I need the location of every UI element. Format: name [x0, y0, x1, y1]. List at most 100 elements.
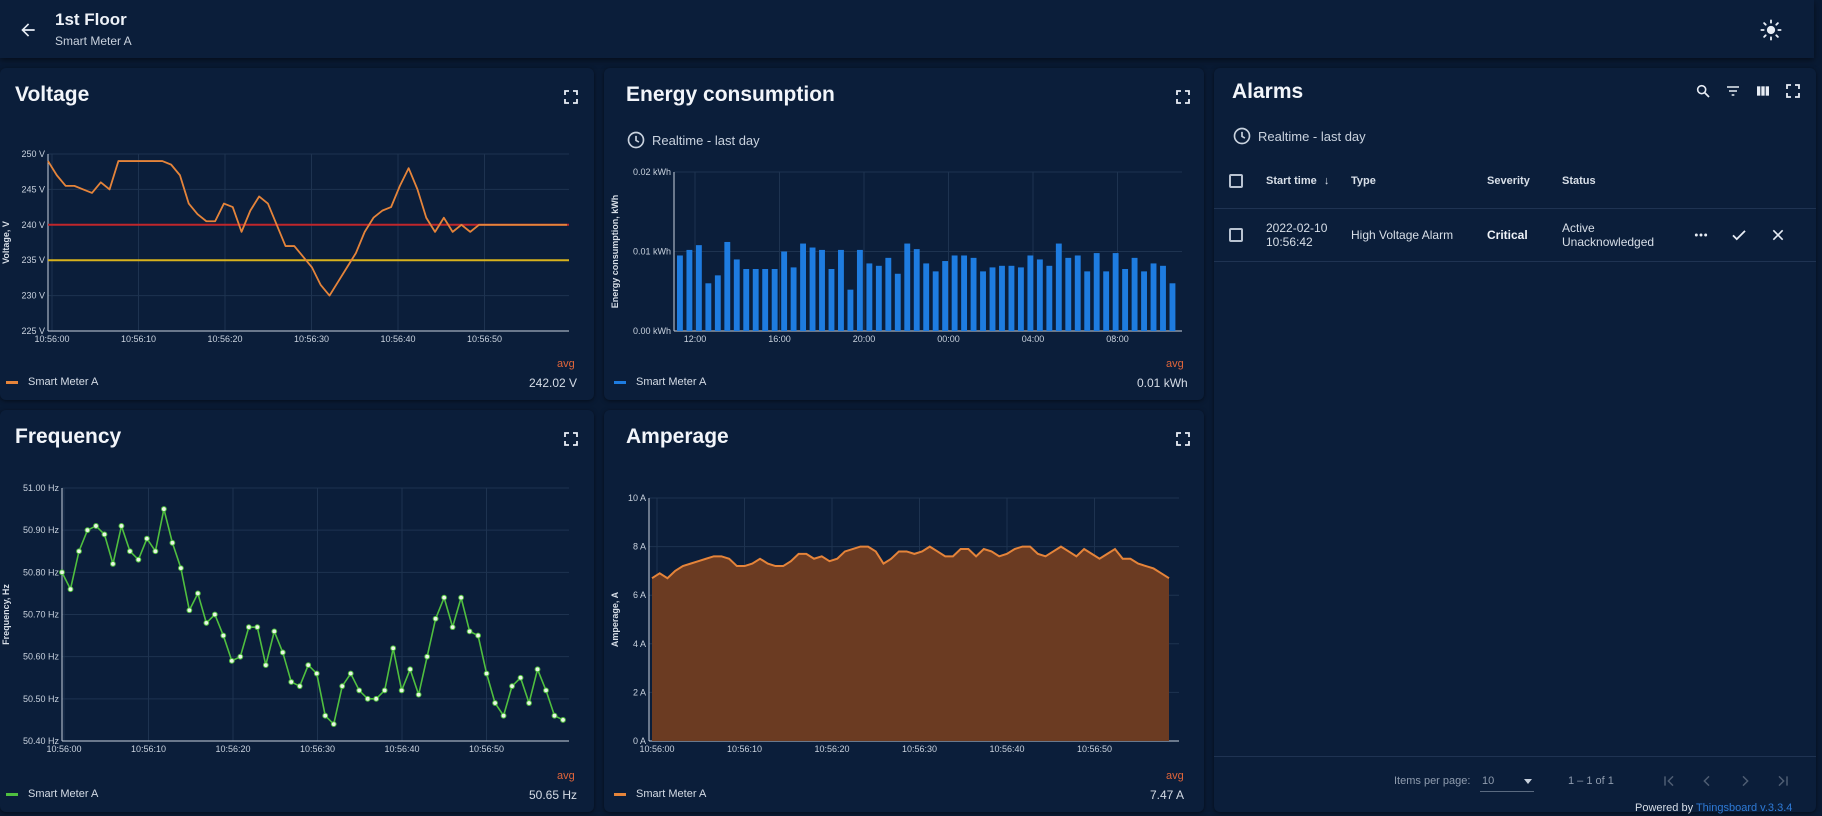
- frequency-data-point: [509, 683, 515, 690]
- y-tick-label: 4 A: [633, 639, 646, 649]
- frequency-data-point: [398, 687, 405, 694]
- energy-bar: [866, 263, 873, 331]
- voltage-card: Voltage 225 V 230 V 235 V 240 V 245 V 250 V 10…: [0, 68, 594, 400]
- voltage-fullscreen-button[interactable]: [560, 86, 582, 108]
- next-page-button[interactable]: [1734, 770, 1756, 792]
- energy-bar: [1103, 271, 1110, 331]
- frequency-legend: Smart Meter A: [6, 788, 98, 800]
- amperage-fullscreen-button[interactable]: [1172, 428, 1194, 450]
- columns-icon: [1757, 86, 1769, 96]
- chevron-left-icon: [1703, 775, 1710, 787]
- last-page-button[interactable]: [1772, 770, 1794, 792]
- frequency-data-point: [441, 594, 448, 601]
- alarms-timewindow[interactable]: Realtime - last day: [1232, 126, 1366, 146]
- energy-bar: [714, 275, 721, 331]
- energy-fullscreen-button[interactable]: [1172, 86, 1194, 108]
- y-tick-label: 50.80 Hz: [23, 567, 60, 577]
- energy-legend-name: Smart Meter A: [636, 376, 707, 388]
- frequency-data-point: [330, 721, 337, 728]
- energy-bar: [1055, 243, 1062, 331]
- energy-bar: [686, 249, 693, 331]
- table-row[interactable]: 2022-02-10 10:56:42 High Voltage Alarm C…: [1214, 209, 1816, 261]
- column-header-status[interactable]: Status: [1562, 175, 1596, 187]
- alarm-clear-button[interactable]: [1767, 224, 1789, 246]
- voltage-legend-name: Smart Meter A: [28, 376, 99, 388]
- paginator-divider: [1214, 756, 1816, 757]
- chevron-right-icon: [1742, 775, 1749, 787]
- y-tick-label: 0.02 kWh: [633, 167, 671, 177]
- y-tick-label: 0.00 kWh: [633, 326, 671, 336]
- top-bar: 1st Floor Smart Meter A: [0, 0, 1814, 58]
- legend-swatch: [6, 380, 18, 384]
- powered-by: Powered by Thingsboard v.3.3.4: [1635, 802, 1792, 814]
- powered-by-link[interactable]: Thingsboard v.3.3.4: [1695, 802, 1793, 814]
- search-icon: [1696, 84, 1710, 98]
- x-tick-label: 10:56:00: [46, 744, 81, 754]
- row-checkbox[interactable]: [1229, 228, 1243, 242]
- frequency-data-point: [356, 687, 363, 694]
- energy-bar: [1112, 253, 1119, 331]
- alarms-fullscreen-button[interactable]: [1782, 80, 1804, 102]
- alarms-filter-button[interactable]: [1722, 80, 1744, 102]
- back-button[interactable]: [12, 14, 44, 46]
- frequency-title: Frequency: [15, 425, 122, 448]
- x-tick-label: 10:56:20: [207, 334, 242, 344]
- frequency-data-point: [483, 670, 490, 677]
- select-all-checkbox[interactable]: [1229, 174, 1243, 188]
- energy-bar: [838, 249, 844, 331]
- energy-bar: [1093, 253, 1100, 331]
- sun-icon: [1760, 19, 1782, 41]
- items-per-page-label: Items per page:: [1394, 775, 1471, 787]
- alarms-search-button[interactable]: [1692, 80, 1714, 102]
- energy-bar: [771, 268, 778, 331]
- frequency-data-point: [432, 615, 439, 622]
- alarm-severity: Critical: [1487, 228, 1528, 242]
- column-header-label: Start time: [1266, 175, 1317, 187]
- column-header-start-time[interactable]: Start time ↓: [1266, 175, 1329, 187]
- energy-bar: [1027, 255, 1034, 331]
- page-title: 1st Floor: [55, 10, 127, 29]
- frequency-data-point: [228, 657, 235, 664]
- frequency-chart: 50.40 Hz 50.50 Hz 50.60 Hz 50.70 Hz 50.80 Hz…: [1, 483, 569, 754]
- x-tick-label: 10:56:30: [294, 334, 329, 344]
- x-tick-label: 10:56:50: [469, 744, 504, 754]
- first-page-button[interactable]: [1658, 770, 1680, 792]
- energy-bar: [923, 263, 930, 331]
- fullscreen-icon: [1176, 432, 1190, 446]
- frequency-data-point: [458, 594, 465, 601]
- energy-timewindow[interactable]: Realtime - last day: [626, 130, 760, 150]
- frequency-fullscreen-button[interactable]: [560, 428, 582, 450]
- x-tick-label: 12:00: [684, 334, 707, 344]
- frequency-data-point: [84, 527, 91, 534]
- x-tick-label: 10:56:50: [467, 334, 502, 344]
- theme-toggle-button[interactable]: [1755, 14, 1787, 46]
- x-tick-label: 10:56:00: [34, 334, 69, 344]
- alarms-columns-button[interactable]: [1752, 80, 1774, 102]
- alarm-details-button[interactable]: [1690, 224, 1712, 246]
- column-header-severity[interactable]: Severity: [1487, 175, 1530, 187]
- frequency-data-point: [347, 670, 354, 677]
- y-tick-label: 51.00 Hz: [23, 483, 60, 493]
- x-tick-label: 10:56:10: [121, 334, 156, 344]
- y-tick-label: 235 V: [21, 255, 45, 265]
- frequency-data-point: [245, 624, 252, 631]
- energy-avg-value: 0.01 kWh: [1137, 376, 1188, 390]
- energy-bar: [752, 268, 759, 331]
- y-axis-title: Energy consumption, kWh: [610, 195, 620, 309]
- x-tick-label: 10:56:40: [380, 334, 415, 344]
- frequency-data-point: [373, 695, 380, 702]
- frequency-data-point: [381, 687, 388, 694]
- dropdown-arrow-icon: [1524, 779, 1532, 784]
- energy-timewindow-label: Realtime - last day: [652, 132, 760, 148]
- y-axis-title: Frequency, Hz: [1, 584, 11, 645]
- frequency-data-point: [59, 569, 65, 576]
- energy-bar: [1008, 265, 1015, 331]
- energy-card: Energy consumption Realtime - last day 0…: [604, 68, 1204, 400]
- y-tick-label: 6 A: [633, 590, 646, 600]
- previous-page-button[interactable]: [1696, 770, 1718, 792]
- frequency-data-point: [543, 687, 549, 694]
- alarm-acknowledge-button[interactable]: [1728, 224, 1750, 246]
- items-per-page-select[interactable]: 10: [1480, 770, 1534, 792]
- table-row-divider: [1214, 261, 1816, 262]
- column-header-type[interactable]: Type: [1351, 175, 1376, 187]
